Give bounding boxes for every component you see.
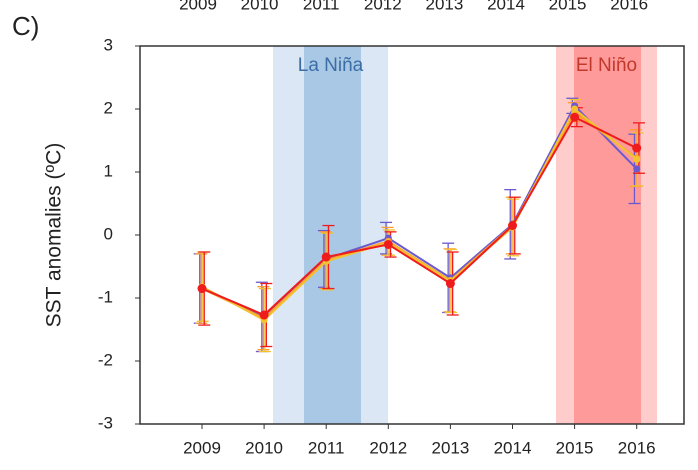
data-point (633, 155, 641, 163)
band-inner (574, 46, 641, 424)
x-tick-label: 2014 (494, 438, 532, 457)
top-year-label: 2016 (610, 0, 648, 13)
x-tick-label: 2010 (245, 438, 283, 457)
x-tick-label: 2016 (618, 438, 656, 457)
top-year-label: 2009 (179, 0, 217, 13)
y-tick-label: -3 (98, 413, 113, 432)
data-point (259, 310, 269, 320)
x-tick-label: 2013 (431, 438, 469, 457)
data-point (445, 279, 455, 289)
x-tick-label: 2009 (183, 438, 221, 457)
data-point (321, 252, 331, 262)
data-point (571, 105, 579, 113)
y-tick-label: 2 (104, 98, 113, 117)
y-axis-label: SST anomalies (ºC) (43, 143, 66, 328)
data-point (570, 112, 580, 122)
annotation: La Niña (298, 55, 364, 76)
annotation: El Niño (576, 55, 637, 76)
data-point (632, 143, 642, 153)
x-tick-label: 2012 (369, 438, 407, 457)
data-point (508, 221, 517, 231)
y-tick-label: -1 (98, 287, 113, 306)
top-year-label: 2014 (487, 0, 525, 13)
y-tick-label: 0 (104, 224, 113, 243)
x-tick-label: 2011 (308, 438, 345, 457)
data-point (197, 284, 207, 294)
top-year-label: 2013 (425, 0, 463, 13)
y-tick-label: 1 (104, 161, 113, 180)
band-inner (304, 46, 361, 424)
series-line (201, 107, 638, 322)
data-point (383, 239, 393, 249)
x-tick-label: 2015 (556, 438, 594, 457)
top-year-label: 2010 (241, 0, 279, 13)
panel-label: C) (12, 11, 39, 41)
top-year-label: 2011 (303, 0, 340, 13)
y-tick-label: -2 (98, 350, 113, 369)
top-year-label: 2015 (549, 0, 587, 13)
data-point (633, 165, 641, 173)
top-year-label: 2012 (364, 0, 402, 13)
y-tick-label: 3 (104, 35, 113, 54)
series-line (201, 115, 638, 317)
